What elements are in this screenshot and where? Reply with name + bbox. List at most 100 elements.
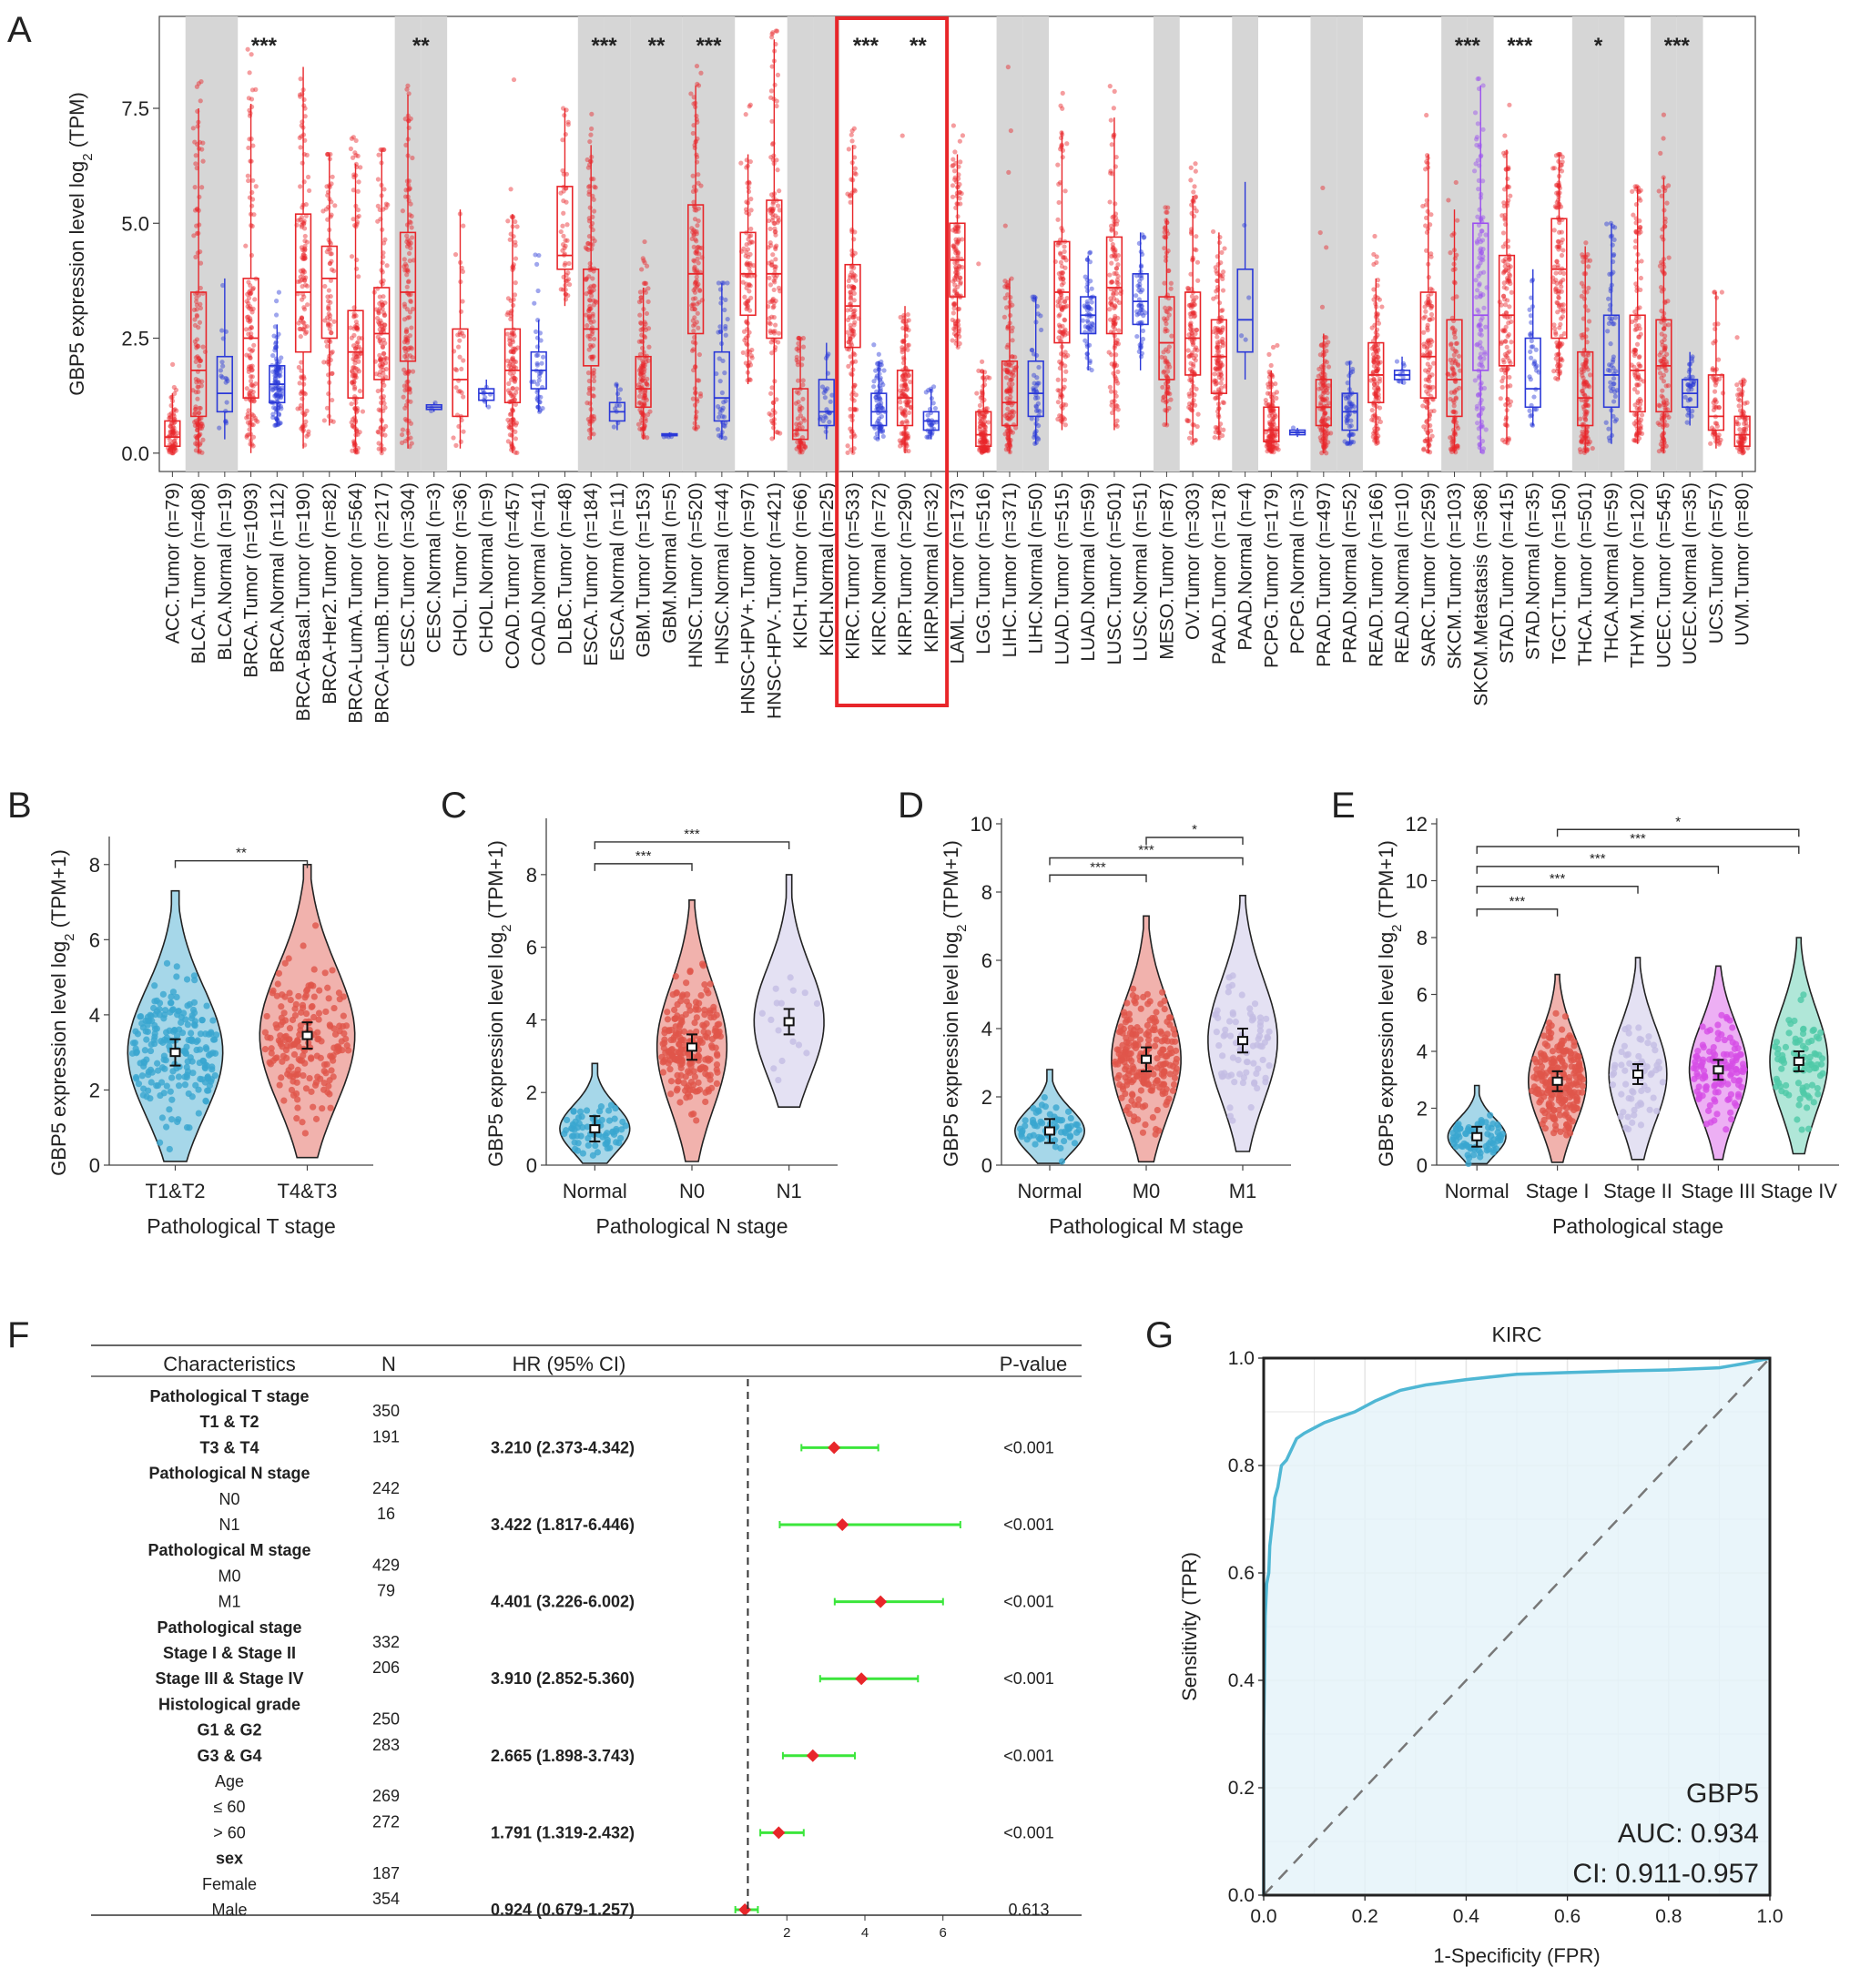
data-point <box>303 275 309 280</box>
data-point <box>274 386 280 391</box>
data-point <box>696 351 702 358</box>
data-point <box>1499 213 1505 218</box>
data-point <box>1472 110 1479 116</box>
data-point <box>457 354 462 360</box>
data-point <box>219 360 225 365</box>
data-point <box>1533 347 1539 352</box>
data-point <box>300 160 305 166</box>
x-tick-label: READ.Tumor (n=166) <box>1366 482 1387 667</box>
data-point <box>358 165 363 170</box>
data-point <box>1500 230 1507 236</box>
data-point <box>1193 358 1198 363</box>
data-point <box>635 421 642 427</box>
data-point <box>1507 349 1512 354</box>
data-point <box>1507 402 1512 408</box>
data-point <box>375 203 381 208</box>
data-point <box>351 423 356 429</box>
data-point <box>1507 358 1512 364</box>
data-point <box>1109 260 1114 266</box>
data-point <box>223 375 229 381</box>
data-point <box>768 390 774 396</box>
data-point <box>193 418 198 424</box>
data-point <box>305 302 310 308</box>
data-point <box>563 291 569 297</box>
data-point <box>279 406 284 411</box>
data-point <box>744 242 749 248</box>
data-point <box>1037 409 1042 414</box>
data-point <box>298 406 303 411</box>
data-point <box>1270 407 1276 412</box>
data-point <box>1220 400 1225 405</box>
data-point <box>851 384 857 390</box>
data-point <box>1238 333 1245 339</box>
data-point <box>690 130 696 137</box>
data-point <box>591 208 597 214</box>
data-point <box>377 362 382 368</box>
data-point <box>461 358 466 363</box>
data-point <box>1113 321 1118 327</box>
data-point <box>406 91 412 96</box>
data-point <box>328 293 333 299</box>
data-point <box>1057 359 1062 365</box>
data-point <box>1371 251 1377 258</box>
data-point <box>301 307 308 312</box>
data-point <box>509 330 515 337</box>
data-point <box>1528 349 1533 355</box>
data-point <box>798 421 803 426</box>
data-point <box>1084 355 1090 360</box>
data-point <box>298 217 303 222</box>
data-point <box>167 415 172 421</box>
data-point <box>461 394 466 400</box>
data-point <box>219 373 224 379</box>
data-point <box>250 383 256 389</box>
data-point <box>507 338 513 343</box>
data-point <box>278 370 283 375</box>
x-tick-label: KICH.Tumor (n=66) <box>790 482 811 649</box>
data-point <box>745 342 750 348</box>
data-point <box>955 270 961 277</box>
data-point <box>296 320 301 326</box>
data-point <box>1194 295 1199 300</box>
data-point <box>1163 205 1168 210</box>
data-point <box>1008 295 1013 300</box>
data-point <box>253 418 259 423</box>
data-point <box>193 254 198 259</box>
data-point <box>172 446 178 451</box>
data-point <box>197 320 203 325</box>
data-point <box>958 159 963 165</box>
data-point <box>304 330 310 335</box>
data-point <box>1029 348 1035 353</box>
data-point <box>1218 372 1225 378</box>
data-point <box>1058 259 1064 265</box>
data-point <box>170 423 176 430</box>
data-point <box>587 138 593 145</box>
data-point <box>956 238 961 244</box>
data-point <box>170 430 176 435</box>
data-point <box>738 160 744 166</box>
data-point <box>535 318 541 323</box>
data-point <box>171 438 177 444</box>
data-point <box>771 287 777 293</box>
data-point <box>410 306 416 312</box>
data-point <box>173 441 178 446</box>
data-point <box>1111 106 1116 111</box>
data-point <box>960 133 966 138</box>
data-point <box>1194 327 1199 333</box>
data-point <box>355 188 361 194</box>
data-point <box>300 256 306 262</box>
data-point <box>170 431 176 437</box>
data-point <box>563 238 568 243</box>
data-point <box>191 307 198 312</box>
data-point <box>876 351 881 357</box>
data-point <box>1483 324 1489 330</box>
data-point <box>251 399 257 404</box>
data-point <box>249 87 256 93</box>
data-point <box>774 28 780 34</box>
data-point <box>1109 142 1114 147</box>
data-point <box>1167 364 1173 370</box>
data-point <box>375 388 381 394</box>
data-point <box>1032 380 1037 386</box>
data-point <box>296 218 301 223</box>
data-point <box>690 340 696 345</box>
data-point <box>1062 384 1067 390</box>
